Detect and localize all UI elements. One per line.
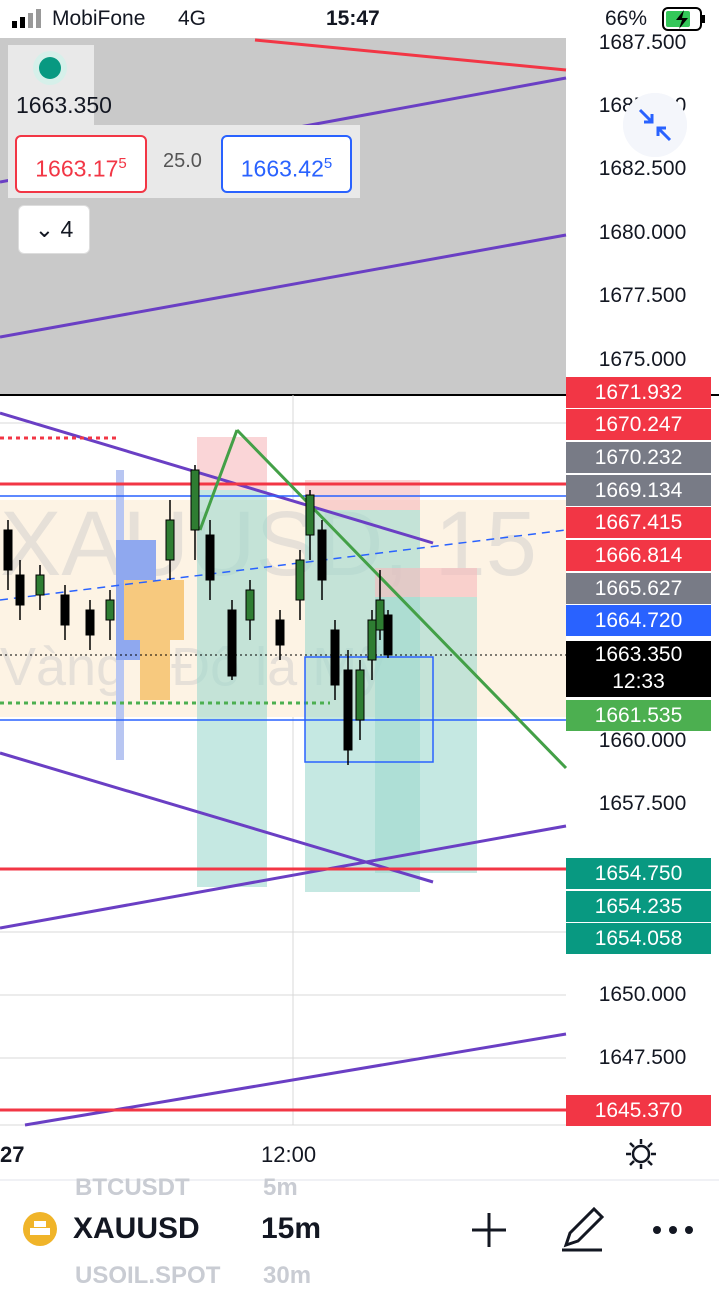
network: 4G (178, 7, 207, 30)
price-tag: 1661.535 (566, 700, 711, 731)
carrier: MobiFone (52, 7, 146, 30)
status-bar (0, 0, 719, 38)
clock: 15:47 (326, 7, 380, 30)
price-axis-label: 1682.500 (598, 157, 687, 180)
price-tag: 1670.232 (566, 442, 711, 473)
price-axis-label: 1687.500 (598, 31, 687, 54)
price-tag: 1654.750 (566, 858, 711, 889)
price-tag: 1667.415 (566, 507, 711, 538)
next-interval[interactable]: 30m (263, 1262, 312, 1289)
symbol[interactable]: XAUUSD (73, 1212, 200, 1245)
sell-button[interactable]: 1663.175 (15, 135, 147, 193)
add-button[interactable] (472, 1213, 506, 1247)
price-axis-label: 1647.500 (598, 1046, 687, 1069)
spread: 25.0 (163, 150, 202, 172)
ask-price: 1663.42 (240, 155, 324, 182)
price-tag: 1645.370 (566, 1095, 711, 1126)
price-axis-label: 1660.000 (598, 729, 687, 752)
previous-interval[interactable]: 5m (263, 1174, 298, 1201)
collapse-button-overlay[interactable] (623, 93, 687, 157)
more-button[interactable] (653, 1226, 693, 1234)
previous-symbol[interactable]: BTCUSDT (75, 1174, 190, 1201)
ask-pipette: 5 (323, 155, 333, 172)
price-tag: 1664.720 (566, 605, 711, 636)
price-tag: 1654.058 (566, 923, 711, 954)
battery-icon (662, 7, 705, 31)
buy-button[interactable]: 1663.425 (221, 135, 352, 193)
settings-icon[interactable] (626, 1139, 656, 1169)
price-axis-label: 1677.500 (598, 284, 687, 307)
layers-count: 4 (60, 216, 74, 242)
market-open-dot (39, 57, 61, 79)
price-tag: 1670.247 (566, 409, 711, 440)
bar-countdown: 12:33 (612, 670, 665, 693)
candle-bodies (3, 469, 393, 751)
price-axis-label: 1657.500 (598, 792, 687, 815)
bid-price: 1663.17 (35, 155, 119, 182)
price-axis-label: 1675.000 (598, 348, 687, 371)
time-axis-label: 27 (0, 1142, 25, 1167)
layers-toggle[interactable]: ⌄ 4 (18, 205, 90, 254)
last-price: 1663.350 (16, 92, 112, 118)
gold-icon (23, 1212, 57, 1246)
next-symbol[interactable]: USOIL.SPOT (75, 1262, 221, 1289)
battery-level: 66% (605, 7, 648, 30)
price-tag: 1666.814 (566, 540, 711, 571)
current-price-tag: 1663.350 12:33 (566, 641, 711, 697)
price-tag: 1671.932 (566, 377, 711, 408)
price-tag: 1669.134 (566, 475, 711, 506)
volume-profile (116, 470, 184, 760)
current-price: 1663.350 (594, 643, 683, 666)
price-axis-label: 1680.000 (598, 221, 687, 244)
bottom-area (0, 1140, 719, 1280)
interval[interactable]: 15m (261, 1212, 322, 1245)
price-axis-label: 1650.000 (598, 983, 687, 1006)
time-axis-label: 12:00 (261, 1142, 317, 1167)
signal-icon (12, 9, 41, 28)
price-tag: 1654.235 (566, 891, 711, 922)
price-tag: 1665.627 (566, 573, 711, 604)
upper-pane (0, 38, 566, 395)
bid-pipette: 5 (118, 155, 127, 172)
draw-button[interactable] (562, 1206, 605, 1252)
